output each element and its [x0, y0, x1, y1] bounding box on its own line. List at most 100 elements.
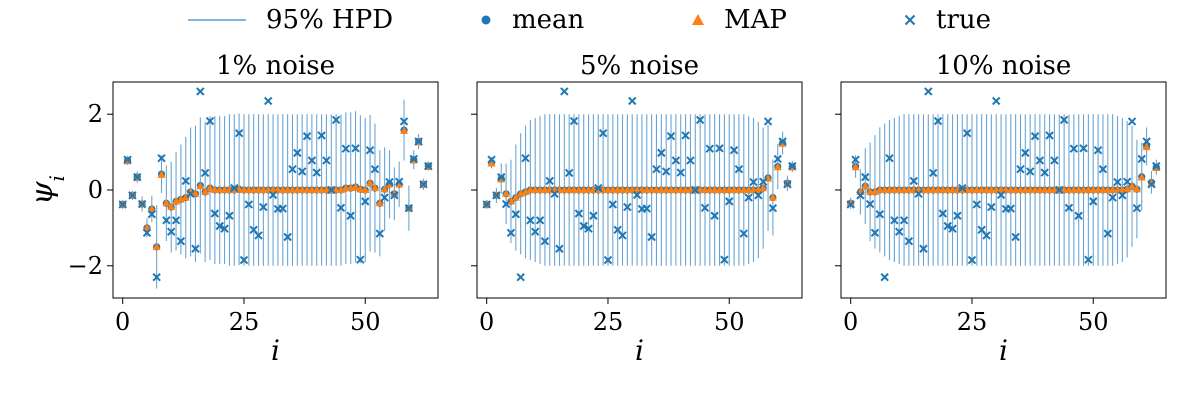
true-point	[171, 216, 181, 225]
true-point	[278, 204, 287, 213]
true-point	[1050, 156, 1059, 165]
map-point	[147, 204, 156, 212]
map-points	[482, 139, 797, 208]
true-point	[390, 191, 399, 200]
map-point	[162, 198, 171, 207]
map-point	[351, 182, 360, 190]
map-point	[1132, 184, 1141, 193]
true-point	[317, 131, 326, 140]
true-point	[564, 168, 574, 178]
true-point	[191, 244, 200, 253]
true-point	[1147, 180, 1156, 189]
true-point	[555, 244, 564, 253]
map-point	[768, 193, 777, 201]
true-point	[720, 255, 729, 264]
map-point	[487, 158, 496, 167]
map-point	[181, 193, 190, 201]
y-tick-label: 0	[88, 176, 103, 204]
true-point	[497, 172, 506, 182]
true-point	[1089, 197, 1098, 206]
true-point	[1142, 137, 1151, 146]
true-points	[118, 87, 433, 282]
true-point	[972, 200, 982, 209]
true-point	[1152, 161, 1161, 171]
true-point	[244, 200, 254, 209]
x-tick-label: 0	[479, 308, 494, 336]
true-point	[1025, 167, 1035, 176]
true-point	[623, 202, 632, 212]
mean-circle-swatch	[481, 15, 491, 25]
true-point	[152, 272, 161, 282]
true-point	[511, 210, 521, 219]
true-point	[589, 211, 598, 220]
true-point	[521, 153, 530, 163]
true-point	[1030, 131, 1040, 141]
true-point	[1035, 156, 1045, 165]
true-point	[118, 200, 127, 209]
true-point	[1006, 204, 1015, 213]
true-point	[652, 164, 661, 174]
map-point	[846, 198, 855, 207]
true-point	[1122, 177, 1132, 186]
true-point	[181, 176, 190, 186]
x-tick-label: 25	[957, 308, 988, 336]
true-point	[773, 154, 782, 164]
true-points	[846, 87, 1161, 282]
map-point	[511, 193, 520, 201]
map-point	[201, 187, 210, 195]
true-point	[394, 177, 404, 186]
true-point	[938, 209, 948, 218]
true-point	[715, 144, 724, 153]
true-point	[336, 203, 346, 213]
true-point	[856, 191, 865, 200]
true-point	[1113, 177, 1122, 187]
map-point	[172, 196, 181, 205]
true-point	[220, 224, 229, 233]
true-point	[705, 144, 715, 153]
map-point	[1147, 178, 1156, 187]
x-tick-label: 50	[714, 308, 745, 336]
true-point	[758, 177, 768, 186]
map-point	[142, 223, 151, 231]
true-point	[506, 228, 516, 238]
map-point	[196, 181, 205, 190]
true-point	[302, 131, 312, 141]
true-point	[259, 202, 268, 212]
true-point	[1074, 211, 1083, 220]
true-point	[162, 216, 171, 225]
true-point	[899, 216, 909, 225]
true-point	[768, 203, 778, 213]
map-point	[851, 162, 860, 171]
true-point	[1079, 144, 1088, 153]
true-point	[962, 128, 972, 138]
true-point	[327, 185, 336, 195]
true-point	[545, 176, 554, 186]
true-x-swatch	[904, 14, 916, 26]
map-point	[521, 187, 530, 195]
true-point	[200, 168, 210, 178]
x-axis-label: i	[999, 334, 1008, 367]
true-point	[676, 168, 685, 177]
true-point	[729, 146, 739, 155]
true-point	[967, 255, 977, 265]
true-point	[885, 153, 894, 163]
true-point	[584, 224, 593, 233]
true-point	[734, 164, 744, 174]
true-point	[210, 209, 220, 218]
true-points	[482, 87, 797, 282]
true-point	[375, 229, 384, 238]
map-point	[176, 194, 185, 203]
true-point	[1118, 191, 1127, 200]
legend-item-mean: mean	[478, 4, 584, 36]
true-point	[501, 199, 511, 209]
true-point	[264, 96, 273, 106]
true-point	[142, 228, 152, 238]
true-point	[904, 236, 914, 246]
map-point	[1123, 184, 1132, 193]
true-point	[331, 115, 341, 125]
true-point	[890, 216, 899, 225]
legend-label-map: MAP	[724, 5, 787, 35]
true-point	[875, 210, 885, 219]
true-point	[594, 183, 603, 193]
legend-label-mean: mean	[512, 5, 585, 35]
